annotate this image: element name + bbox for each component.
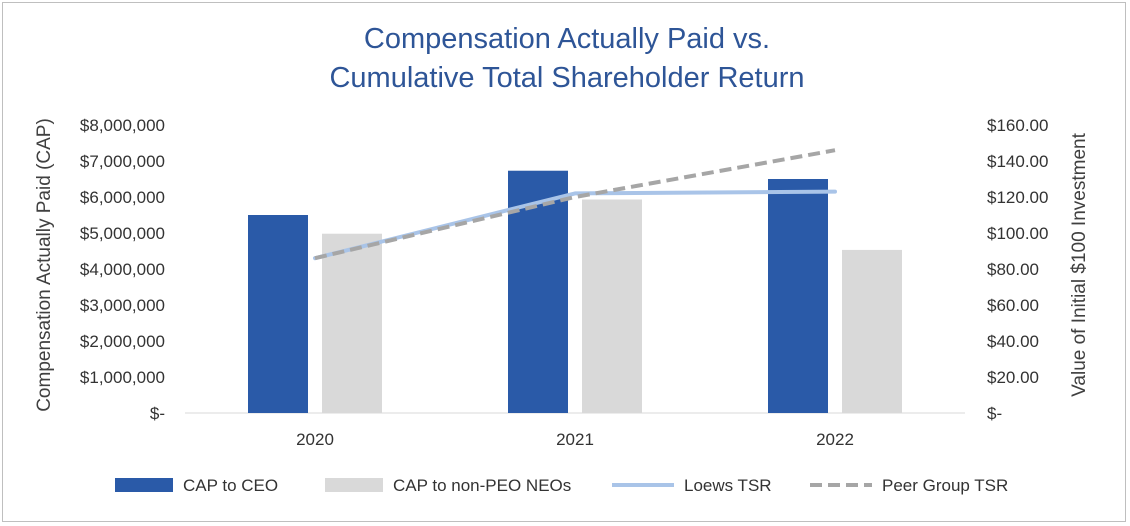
legend-swatch-cap-to-non-peo-neos	[325, 478, 383, 492]
left-axis-tick-label: $1,000,000	[80, 368, 165, 387]
left-axis-ticks: $- $1,000,000 $2,000,000 $3,000,000 $4,000,0…	[80, 116, 165, 423]
left-axis-tick-label: $3,000,000	[80, 296, 165, 315]
chart-title-line-1: Compensation Actually Paid vs.	[364, 23, 770, 55]
right-axis-tick-label: $80.00	[987, 260, 1039, 279]
left-axis-tick-label: $7,000,000	[80, 152, 165, 171]
left-axis-tick-label: $8,000,000	[80, 116, 165, 135]
bar-cap-to-non-peo-neos-2022	[842, 249, 902, 413]
right-axis-tick-label: $-	[987, 404, 1002, 423]
line-loews-tsr	[313, 189, 837, 261]
line-peer-group-tsr	[314, 148, 836, 261]
bar-cap-to-non-peo-neos-2021	[582, 199, 642, 413]
x-axis-ticks: 2020 2021 2022	[296, 430, 854, 449]
bar-cap-to-ceo-2020	[248, 215, 308, 413]
line-series	[313, 148, 837, 261]
left-axis-tick-label: $-	[150, 404, 165, 423]
legend: CAP to CEO CAP to non-PEO NEOs Loews TSR Pe…	[115, 476, 1008, 495]
left-axis-tick-label: $4,000,000	[80, 260, 165, 279]
right-axis-title: Value of Initial $100 Investment	[1069, 132, 1090, 396]
bar-cap-to-non-peo-neos-2020	[322, 233, 382, 413]
right-axis-tick-label: $60.00	[987, 296, 1039, 315]
legend-label-cap-to-ceo: CAP to CEO	[183, 476, 278, 495]
right-axis-tick-label: $140.00	[987, 152, 1048, 171]
legend-swatch-cap-to-ceo	[115, 478, 173, 492]
x-axis-tick-label: 2020	[296, 430, 334, 449]
bar-cap-to-ceo-2022	[768, 179, 828, 413]
bar-series	[248, 170, 902, 413]
right-axis-ticks: $- $20.00 $40.00 $60.00 $80.00 $100.00 $120.00…	[987, 116, 1048, 423]
right-axis-tick-label: $160.00	[987, 116, 1048, 135]
right-axis-tick-label: $40.00	[987, 332, 1039, 351]
right-axis-tick-label: $20.00	[987, 368, 1039, 387]
chart-title-line-2: Cumulative Total Shareholder Return	[329, 62, 804, 94]
legend-label-peer-group-tsr: Peer Group TSR	[882, 476, 1008, 495]
left-axis-title: Compensation Actually Paid (CAP)	[34, 118, 55, 412]
left-axis-tick-label: $2,000,000	[80, 332, 165, 351]
right-axis-tick-label: $120.00	[987, 188, 1048, 207]
left-axis-tick-label: $6,000,000	[80, 188, 165, 207]
legend-label-loews-tsr: Loews TSR	[684, 476, 772, 495]
x-axis-tick-label: 2022	[816, 430, 854, 449]
x-axis-tick-label: 2021	[556, 430, 594, 449]
right-axis-tick-label: $100.00	[987, 224, 1048, 243]
left-axis-tick-label: $5,000,000	[80, 224, 165, 243]
legend-label-cap-to-non-peo-neos: CAP to non-PEO NEOs	[393, 476, 571, 495]
